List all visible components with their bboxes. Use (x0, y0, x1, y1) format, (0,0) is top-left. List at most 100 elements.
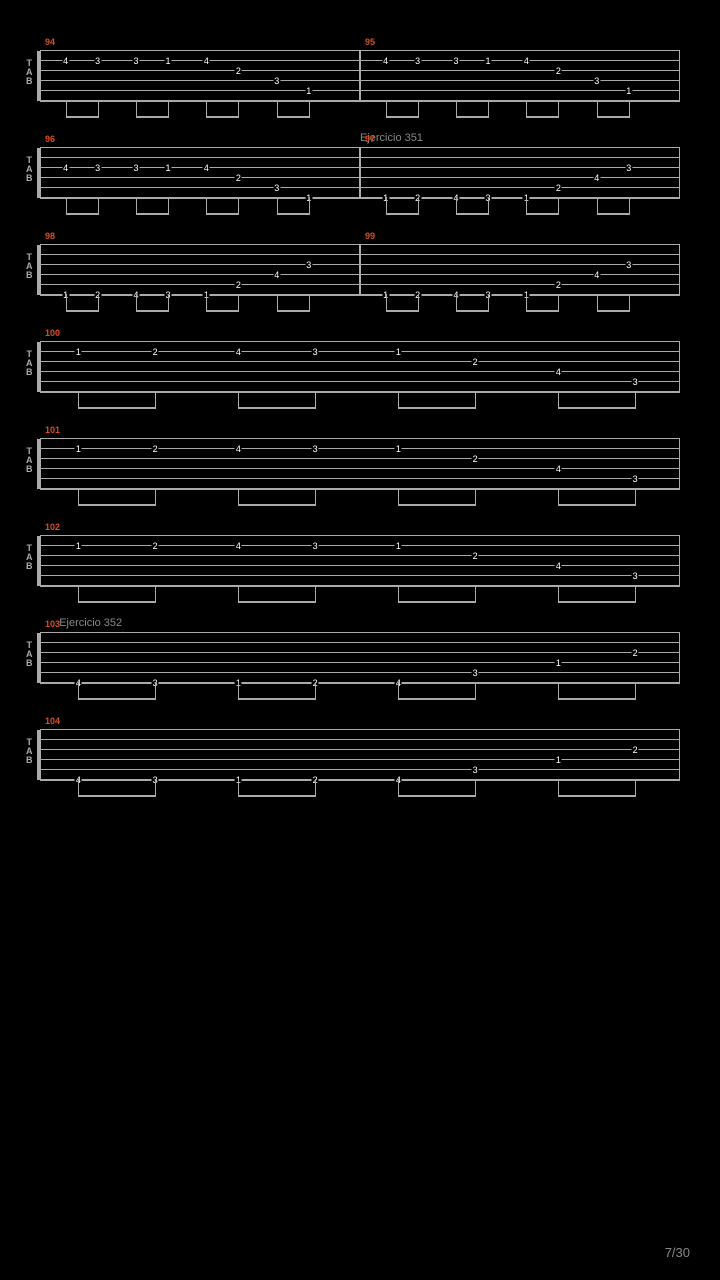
note-stem (315, 682, 316, 700)
measure-number: 99 (365, 231, 375, 241)
fret-number: 4 (235, 348, 242, 356)
note-stem (315, 391, 316, 409)
note-stem (418, 100, 419, 118)
note-stem (98, 100, 99, 118)
measure-number: 94 (45, 37, 55, 47)
fret-number: 1 (75, 445, 82, 453)
fret-number: 1 (395, 348, 402, 356)
beam (558, 795, 635, 797)
tab-clef-label: TAB (26, 544, 33, 571)
fret-number: 3 (452, 57, 459, 65)
note-stem (475, 391, 476, 409)
beam (597, 213, 629, 215)
fret-number: 1 (555, 756, 562, 764)
tab-staff: TAB43124312 (40, 729, 680, 781)
measure: 9912431243 (360, 244, 680, 296)
note-stem (418, 197, 419, 215)
measure-row: 100TAB12431243 (40, 341, 680, 393)
tab-system: 102TAB12431243 (40, 535, 680, 587)
beam (456, 310, 488, 312)
measure: 9712431243 (360, 147, 680, 199)
notes-layer: 12431243 (360, 148, 680, 198)
page-number: 7/30 (665, 1245, 690, 1260)
measure: 98TAB12431243 (40, 244, 360, 296)
fret-number: 4 (62, 164, 69, 172)
note-stem (475, 488, 476, 506)
notes-layer: 43124312 (40, 730, 680, 780)
beam (238, 795, 315, 797)
beam (277, 310, 309, 312)
note-stem (98, 197, 99, 215)
stems-layer (360, 100, 680, 122)
note-stem (475, 779, 476, 797)
beam (386, 310, 418, 312)
beam (386, 213, 418, 215)
fret-number: 4 (235, 542, 242, 550)
fret-number: 3 (632, 378, 639, 386)
fret-number: 1 (625, 87, 632, 95)
measure: 102TAB12431243 (40, 535, 680, 587)
beam (238, 601, 315, 603)
note-stem (168, 100, 169, 118)
beam (206, 213, 238, 215)
beam (78, 504, 155, 506)
notes-layer: 12431243 (40, 439, 680, 489)
measure-row: 103TAB43124312 (40, 632, 680, 684)
fret-number: 3 (625, 164, 632, 172)
stems-layer (40, 779, 680, 801)
measure-number: 98 (45, 231, 55, 241)
beam (66, 310, 98, 312)
fret-number: 4 (203, 164, 210, 172)
measure-row: 104TAB43124312 (40, 729, 680, 781)
beam (136, 310, 168, 312)
fret-number: 1 (164, 164, 171, 172)
beam (398, 795, 475, 797)
tab-staff: TAB43314231 (40, 50, 360, 102)
stems-layer (40, 585, 680, 607)
note-stem (155, 391, 156, 409)
fret-number: 1 (75, 348, 82, 356)
note-stem (238, 197, 239, 215)
fret-number: 2 (235, 67, 242, 75)
measure: 9543314231 (360, 50, 680, 102)
note-stem (155, 779, 156, 797)
beam (66, 116, 98, 118)
fret-number: 1 (164, 57, 171, 65)
note-stem (558, 197, 559, 215)
note-stem (418, 294, 419, 312)
beam (558, 601, 635, 603)
fret-number: 4 (273, 271, 280, 279)
fret-number: 4 (555, 368, 562, 376)
note-stem (155, 488, 156, 506)
note-stem (629, 197, 630, 215)
fret-number: 1 (484, 57, 491, 65)
note-stem (635, 391, 636, 409)
beam (558, 698, 635, 700)
beam (398, 407, 475, 409)
stems-layer (40, 391, 680, 413)
fret-number: 2 (235, 281, 242, 289)
fret-number: 3 (414, 57, 421, 65)
beam (558, 504, 635, 506)
note-stem (98, 294, 99, 312)
note-stem (629, 100, 630, 118)
notes-layer: 43314231 (360, 51, 680, 101)
beam (526, 116, 558, 118)
note-stem (315, 779, 316, 797)
fret-number: 3 (632, 475, 639, 483)
note-stem (488, 197, 489, 215)
stems-layer (360, 197, 680, 219)
notes-layer: 43124312 (40, 633, 680, 683)
fret-number: 3 (132, 164, 139, 172)
note-stem (309, 197, 310, 215)
tab-system: 104TAB43124312 (40, 729, 680, 781)
fret-number: 3 (273, 184, 280, 192)
measure: 94TAB43314231 (40, 50, 360, 102)
note-stem (635, 488, 636, 506)
beam (206, 116, 238, 118)
note-stem (155, 585, 156, 603)
tab-staff: 12431243 (360, 147, 680, 199)
note-stem (168, 197, 169, 215)
beam (136, 116, 168, 118)
tab-clef-label: TAB (26, 641, 33, 668)
